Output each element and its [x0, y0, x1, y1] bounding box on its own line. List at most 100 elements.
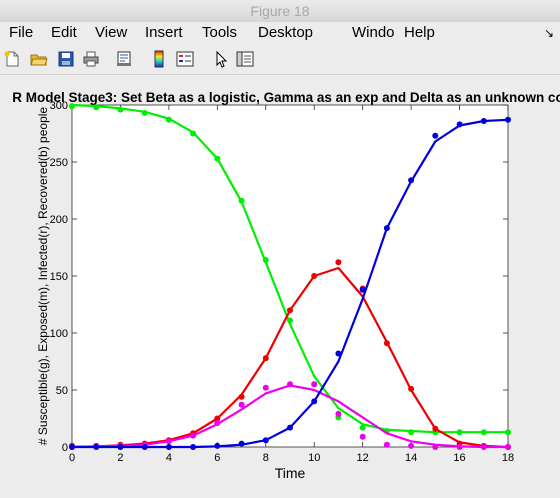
x-tick-label: 2: [117, 452, 123, 464]
data-point[interactable]: [311, 273, 318, 279]
data-point[interactable]: [311, 398, 318, 405]
data-point[interactable]: [408, 429, 415, 436]
data-point[interactable]: [480, 444, 487, 450]
y-tick-label: 50: [56, 385, 68, 397]
y-tick-label: 250: [50, 157, 68, 169]
data-point[interactable]: [287, 307, 293, 314]
x-tick-label: 18: [502, 452, 514, 464]
data-point[interactable]: [165, 444, 172, 450]
x-tick-label: 14: [405, 452, 417, 464]
data-point[interactable]: [335, 350, 342, 357]
colorbar-icon[interactable]: [150, 50, 168, 68]
menu-help[interactable]: Help: [404, 24, 435, 41]
plot-svg[interactable]: R Model Stage3: Set Beta as a logistic, …: [0, 75, 560, 493]
data-point[interactable]: [69, 103, 75, 110]
data-point[interactable]: [214, 420, 221, 427]
data-point[interactable]: [287, 424, 293, 431]
data-point[interactable]: [505, 429, 511, 436]
data-point[interactable]: [141, 110, 148, 116]
data-point[interactable]: [383, 340, 390, 347]
data-point[interactable]: [311, 381, 318, 388]
data-point[interactable]: [335, 259, 342, 266]
open-file-icon[interactable]: [30, 50, 48, 68]
menu-desktop[interactable]: Desktop: [258, 24, 314, 41]
data-point[interactable]: [141, 444, 148, 450]
data-point[interactable]: [383, 441, 390, 448]
print-icon[interactable]: [82, 50, 100, 68]
series-3: [69, 116, 511, 450]
data-point[interactable]: [408, 177, 415, 184]
data-point[interactable]: [190, 130, 197, 137]
menu-tools[interactable]: Tools: [202, 24, 238, 41]
x-axis-label: Time: [275, 465, 306, 481]
data-point[interactable]: [93, 104, 100, 111]
data-point[interactable]: [456, 121, 463, 128]
x-tick-label: 8: [263, 452, 269, 464]
chart-title: R Model Stage3: Set Beta as a logistic, …: [12, 90, 560, 105]
data-point[interactable]: [117, 106, 124, 113]
axis-ticks: 0 2 4 6 8 10 12 14 16 18 0 50 100 150 200 250 300: [50, 100, 514, 464]
data-point[interactable]: [359, 433, 366, 440]
property-editor-icon[interactable]: [236, 50, 254, 68]
data-point[interactable]: [238, 197, 245, 204]
data-point[interactable]: [432, 425, 439, 432]
save-icon[interactable]: [57, 50, 75, 68]
data-point[interactable]: [480, 118, 487, 124]
pointer-icon[interactable]: [212, 50, 230, 68]
data-point[interactable]: [190, 432, 197, 439]
data-point[interactable]: [262, 257, 269, 263]
y-axis-label: # Susceptible(g), Exposed(m), Infected(r…: [36, 107, 50, 445]
y-tick-label: 200: [50, 214, 68, 226]
x-tick-label: 0: [69, 452, 75, 464]
data-point[interactable]: [383, 225, 390, 232]
data-point[interactable]: [287, 381, 293, 388]
menu-file[interactable]: File: [9, 24, 34, 41]
data-point[interactable]: [165, 116, 172, 123]
data-point[interactable]: [262, 384, 269, 391]
figure-area: R Model Stage3: Set Beta as a logistic, …: [0, 75, 560, 493]
data-point[interactable]: [505, 444, 511, 450]
y-tick-label: 0: [62, 442, 68, 454]
y-tick-label: 300: [50, 100, 68, 112]
data-point[interactable]: [238, 440, 245, 447]
data-point[interactable]: [69, 444, 75, 450]
data-point[interactable]: [165, 438, 172, 445]
data-point[interactable]: [262, 355, 269, 362]
menu-edit[interactable]: Edit: [51, 24, 77, 41]
data-point[interactable]: [214, 442, 221, 449]
data-point[interactable]: [408, 385, 415, 392]
data-point[interactable]: [214, 155, 221, 162]
data-point[interactable]: [117, 444, 124, 450]
axes-box[interactable]: [71, 104, 509, 448]
data-point[interactable]: [287, 317, 293, 324]
menu-window[interactable]: Windo: [352, 24, 395, 41]
data-point[interactable]: [432, 132, 439, 139]
data-point[interactable]: [359, 424, 366, 431]
data-point[interactable]: [214, 415, 221, 422]
x-tick-label: 10: [308, 452, 320, 464]
data-point[interactable]: [359, 286, 366, 293]
data-point[interactable]: [262, 437, 269, 444]
data-point[interactable]: [432, 444, 439, 450]
x-tick-label: 4: [166, 452, 172, 464]
data-point[interactable]: [456, 429, 463, 436]
data-point[interactable]: [408, 442, 415, 449]
menu-view[interactable]: View: [95, 24, 128, 41]
data-point[interactable]: [190, 444, 197, 450]
data-point[interactable]: [505, 116, 511, 123]
menu-insert[interactable]: Insert: [145, 24, 183, 41]
data-point[interactable]: [456, 444, 463, 450]
figure-toolbar: [0, 44, 560, 75]
x-tick-label: 12: [357, 452, 369, 464]
print-preview-icon[interactable]: [115, 50, 133, 68]
legend-icon[interactable]: [176, 50, 194, 68]
y-tick-label: 150: [50, 271, 68, 283]
data-point[interactable]: [93, 444, 100, 450]
data-point[interactable]: [335, 410, 342, 417]
new-figure-icon[interactable]: [3, 50, 21, 68]
dock-arrow-icon[interactable]: ↘: [543, 26, 554, 40]
y-tick-label: 100: [50, 328, 68, 340]
data-point[interactable]: [238, 401, 245, 408]
data-point[interactable]: [238, 393, 245, 400]
data-point[interactable]: [480, 429, 487, 436]
